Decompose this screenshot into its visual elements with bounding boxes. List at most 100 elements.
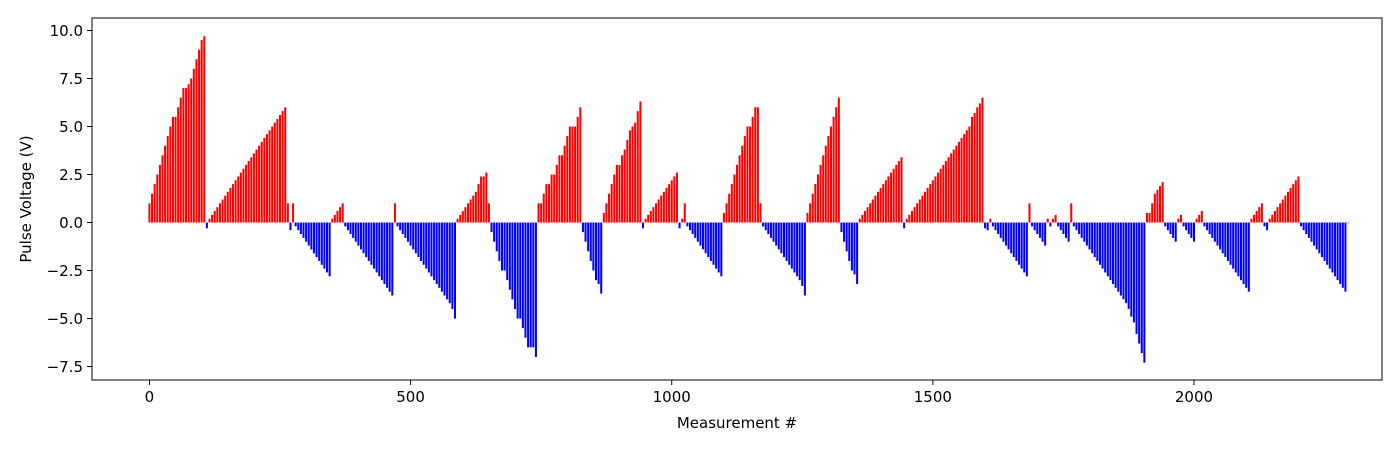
bar	[720, 222, 723, 277]
bar	[469, 199, 472, 223]
bar	[733, 174, 736, 223]
bar	[336, 211, 339, 223]
bar	[258, 145, 261, 223]
bar	[754, 107, 757, 223]
bar	[1138, 222, 1141, 344]
bar	[652, 207, 655, 223]
bar	[352, 222, 355, 238]
bar	[401, 222, 404, 235]
bar	[688, 222, 692, 231]
bar	[438, 222, 441, 288]
bar	[702, 222, 705, 250]
bar	[775, 222, 778, 246]
bar	[699, 222, 702, 246]
bar	[161, 155, 164, 223]
bar	[1159, 186, 1162, 223]
bar	[1114, 222, 1117, 288]
bar	[665, 187, 668, 223]
plot-frame	[91, 17, 1383, 381]
bar	[252, 153, 255, 223]
bar	[856, 222, 859, 284]
bar	[1224, 222, 1227, 258]
bar	[991, 222, 994, 227]
bar	[383, 222, 386, 284]
bar	[1020, 222, 1023, 269]
bar	[289, 222, 292, 231]
bar	[568, 126, 571, 223]
bar	[477, 184, 480, 223]
bar	[1033, 222, 1036, 231]
bar	[545, 184, 548, 223]
bar	[957, 141, 960, 223]
bar	[158, 164, 161, 223]
bar	[709, 222, 712, 261]
bar	[1286, 191, 1290, 223]
x-tick-label: 1000	[653, 388, 691, 406]
bar	[900, 157, 903, 223]
bar	[1323, 222, 1326, 261]
bar	[814, 184, 817, 223]
bar	[169, 126, 172, 223]
bar	[1297, 176, 1300, 223]
bar	[1145, 212, 1148, 223]
bar	[195, 59, 198, 223]
bar	[681, 218, 684, 223]
bar	[790, 222, 793, 269]
bar	[749, 126, 752, 223]
bar	[279, 114, 282, 223]
bar	[427, 222, 430, 273]
bar	[151, 193, 154, 223]
bar	[793, 222, 796, 273]
bar	[148, 203, 151, 223]
bar	[850, 222, 853, 271]
bar	[717, 222, 720, 273]
bar	[809, 203, 812, 223]
bar	[430, 222, 433, 277]
bar	[284, 107, 287, 223]
bar	[198, 49, 201, 223]
bar	[641, 222, 645, 229]
bar	[1268, 218, 1271, 223]
bar	[610, 184, 613, 223]
bar	[743, 136, 746, 223]
bar	[644, 218, 647, 223]
bar	[417, 222, 420, 258]
bar	[882, 184, 885, 223]
bar	[1320, 222, 1323, 258]
bar	[305, 222, 308, 242]
bar	[1232, 222, 1235, 269]
bar	[378, 222, 381, 277]
bar	[521, 222, 524, 329]
bar	[1015, 222, 1018, 261]
bar	[615, 164, 618, 223]
bar	[200, 40, 203, 223]
bar	[863, 211, 866, 223]
bar	[741, 145, 744, 223]
bar	[866, 207, 869, 223]
bar	[1263, 222, 1266, 227]
bar	[1127, 222, 1130, 309]
bar	[566, 136, 569, 223]
bar	[715, 222, 718, 269]
bar	[414, 222, 417, 254]
bar	[929, 184, 932, 223]
bar	[1098, 222, 1101, 265]
bar	[1347, 222, 1350, 224]
bar	[370, 222, 373, 265]
bar	[816, 174, 819, 223]
bar	[482, 176, 485, 223]
y-tick-label: 7.5	[59, 70, 83, 88]
bar	[942, 164, 945, 223]
bar	[952, 149, 955, 223]
bar	[926, 187, 929, 223]
bar	[341, 203, 344, 223]
bar	[1151, 203, 1154, 223]
bar	[315, 222, 318, 258]
bar	[937, 172, 940, 223]
bar	[971, 116, 974, 223]
bar	[1300, 222, 1303, 227]
bar	[976, 107, 979, 223]
bar	[192, 68, 195, 223]
bar	[1112, 222, 1115, 284]
bar	[391, 222, 394, 296]
